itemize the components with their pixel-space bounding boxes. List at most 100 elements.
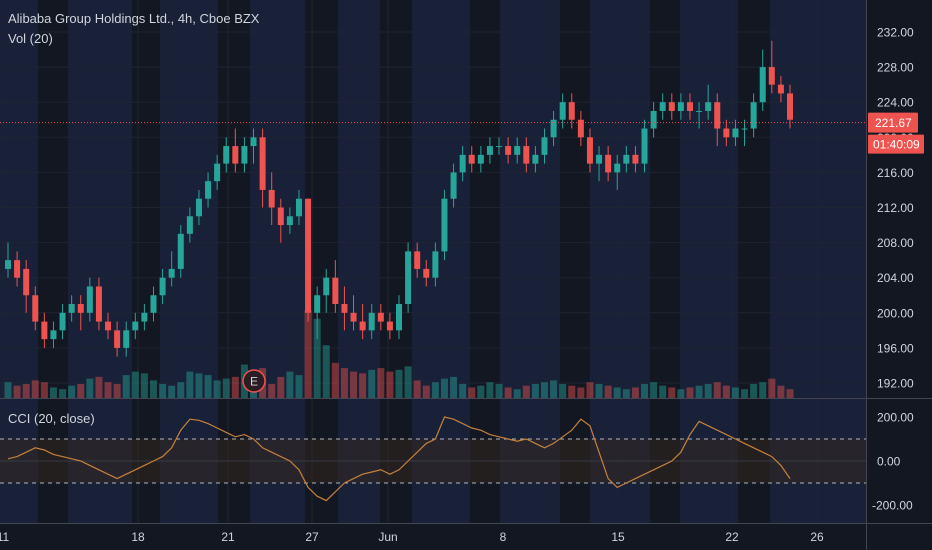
candle-body: [23, 268, 30, 296]
candle-body: [386, 321, 393, 331]
candle-body: [677, 102, 684, 111]
price-tick-label: 208.00: [877, 236, 914, 250]
candle-body: [68, 304, 75, 313]
candle-body: [14, 260, 21, 278]
candle-body: [150, 295, 157, 313]
candle-body: [732, 128, 739, 138]
candle-body: [396, 304, 402, 331]
candle-body: [359, 321, 366, 331]
volume-bar: [377, 368, 385, 398]
earnings-event-marker[interactable]: [242, 369, 266, 393]
candle-body: [277, 207, 284, 226]
symbol-legend[interactable]: Alibaba Group Holdings Ltd., 4h, Cboe BZ…: [8, 11, 260, 26]
candle-body: [605, 154, 612, 173]
candle-body: [450, 172, 457, 199]
volume-bar: [704, 383, 712, 398]
candle-body: [223, 146, 230, 164]
candle-body: [305, 198, 312, 313]
volume-bar: [213, 380, 221, 398]
volume-bar: [659, 385, 667, 398]
candle-body: [368, 312, 375, 331]
volume-bar: [149, 380, 157, 398]
cci-line: [7, 416, 791, 502]
session-band: [412, 0, 470, 523]
volume-bar: [131, 371, 139, 398]
candle-body: [496, 146, 503, 148]
candle-body: [95, 286, 102, 322]
volume-bar: [286, 371, 294, 398]
volume-bar: [450, 376, 458, 398]
candle-body: [177, 233, 184, 269]
volume-bar: [786, 389, 794, 398]
candle-body: [295, 198, 302, 217]
price-tick-label: 216.00: [877, 166, 914, 180]
candle-body: [650, 110, 657, 129]
volume-bar: [568, 385, 576, 398]
session-band: [68, 0, 132, 523]
volume-bar: [113, 383, 121, 398]
time-tick-label: 27: [305, 530, 319, 544]
candle-body: [77, 304, 84, 313]
candle-body: [632, 154, 639, 164]
time-tick-label: Jun: [378, 530, 397, 544]
time-tick-label: 15: [611, 530, 625, 544]
volume-bars: [4, 310, 794, 398]
volume-bar: [722, 385, 730, 398]
volume-bar: [295, 375, 303, 398]
volume-bar: [495, 383, 503, 398]
candle-body: [568, 102, 575, 120]
volume-bar: [777, 385, 785, 398]
price-tick-label: 204.00: [877, 271, 914, 285]
volume-bar: [195, 373, 203, 398]
volume-bar: [186, 371, 194, 398]
candle-body: [32, 295, 39, 322]
volume-bar: [531, 383, 539, 398]
candle-body: [186, 216, 193, 234]
earnings-event-label: E: [250, 375, 258, 389]
volume-bar: [359, 373, 367, 398]
volume-bar: [168, 385, 176, 398]
volume-bar: [404, 366, 412, 398]
time-tick-label: 11: [0, 530, 10, 544]
time-tick-label: 18: [131, 530, 145, 544]
volume-bar: [422, 385, 430, 398]
volume-bar: [595, 383, 603, 398]
volume-bar: [440, 378, 448, 398]
volume-bar: [486, 382, 494, 398]
volume-bar: [313, 318, 321, 398]
cci-legend[interactable]: CCI (20, close): [8, 411, 95, 426]
session-band: [500, 0, 560, 523]
candle-body: [59, 312, 66, 331]
candle-body: [195, 198, 202, 217]
candle-body: [787, 93, 793, 120]
candlesticks: E: [0, 40, 866, 393]
volume-bar: [695, 385, 703, 398]
volume-bar: [31, 380, 39, 398]
session-band: [338, 0, 380, 523]
candle-body: [123, 330, 130, 348]
volume-bar: [559, 383, 567, 398]
volume-bar: [431, 382, 439, 398]
candle-body: [332, 277, 339, 305]
time-tick-label: 26: [810, 530, 824, 544]
candle-body: [405, 251, 412, 305]
candle-body: [668, 102, 675, 111]
candle-body: [623, 154, 630, 164]
candle-body: [586, 137, 593, 164]
candle-body: [559, 102, 566, 120]
volume-bar: [750, 383, 758, 398]
candle-body: [723, 128, 730, 138]
candle-body: [486, 146, 493, 155]
price-tick-label: 196.00: [877, 341, 914, 355]
candle-body: [41, 321, 48, 340]
volume-legend[interactable]: Vol (20): [8, 31, 53, 46]
volume-bar: [368, 369, 376, 398]
volume-bar: [4, 382, 12, 398]
candle-body: [377, 312, 384, 322]
volume-bar: [768, 378, 776, 398]
volume-bar: [759, 382, 767, 398]
candle-body: [577, 119, 584, 138]
